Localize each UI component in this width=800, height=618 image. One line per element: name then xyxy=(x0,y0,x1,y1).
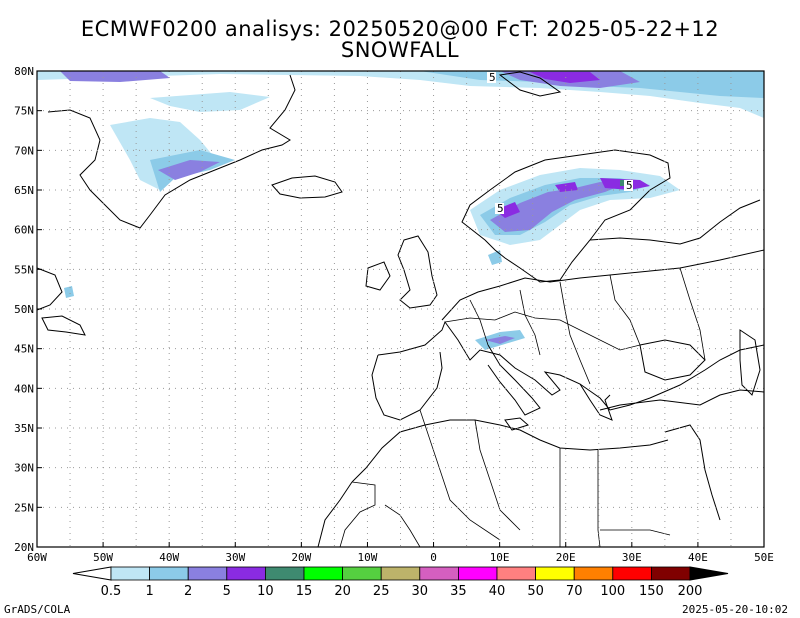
colorbar-label: 1 xyxy=(145,584,153,599)
latitude-label: 35N xyxy=(14,422,34,435)
colorbar-label: 0.5 xyxy=(101,584,122,599)
colorbar-swatch xyxy=(226,566,266,581)
colorbar-label: 20 xyxy=(334,584,351,599)
longitude-labels: 60W 50W 40W 30W 20W 10W 0 10E 20E 30E 40E 50E xyxy=(27,542,774,564)
longitude-label: 60W xyxy=(27,551,47,564)
colorbar: 0.5 1 2 5 10 15 20 25 30 35 40 50 70 100 150 200 xyxy=(72,566,729,599)
colorbar-swatch xyxy=(419,566,459,581)
latitude-label: 30N xyxy=(14,462,34,475)
latitude-labels: 80N 75N 70N 65N 60N 55N 50N 45N 40N 35N 30N 25N 20N xyxy=(14,65,42,554)
colorbar-swatch xyxy=(535,566,575,581)
colorbar-label: 100 xyxy=(600,584,625,599)
colorbar-label: 2 xyxy=(184,584,192,599)
colorbar-swatch xyxy=(342,566,382,581)
colorbar-label: 35 xyxy=(450,584,467,599)
colorbar-swatch xyxy=(651,566,691,581)
colorbar-under-arrow xyxy=(72,566,112,581)
longitude-label: 30E xyxy=(622,551,642,564)
colorbar-label: 30 xyxy=(412,584,429,599)
latitude-label: 25N xyxy=(14,501,34,514)
colorbar-swatch xyxy=(380,566,421,581)
snowfall-shading xyxy=(37,71,764,350)
colorbar-swatch xyxy=(457,566,498,581)
colorbar-swatch xyxy=(110,566,150,581)
colorbar-label: 25 xyxy=(373,584,390,599)
longitude-label: 20E xyxy=(556,551,576,564)
longitude-label: 30W xyxy=(225,551,245,564)
map-subtitle: SNOWFALL xyxy=(340,38,460,62)
map-grid xyxy=(37,71,764,547)
longitude-label: 0 xyxy=(430,551,437,564)
latitude-label: 20N xyxy=(14,541,34,554)
map-title: ECMWF0200 analisys: 20250520@00 FcT: 202… xyxy=(80,17,720,41)
contour-label: 5 xyxy=(489,71,496,84)
latitude-label: 60N xyxy=(14,224,34,237)
colorbar-swatch xyxy=(149,566,189,581)
contour-label: 5 xyxy=(626,179,633,192)
latitude-label: 45N xyxy=(14,343,34,356)
colorbar-label: 10 xyxy=(257,584,274,599)
latitude-label: 65N xyxy=(14,184,34,197)
footer-left: GrADS/COLA xyxy=(4,603,71,616)
contour-label: 5 xyxy=(497,202,504,215)
longitude-label: 10E xyxy=(490,551,510,564)
colorbar-label: 15 xyxy=(296,584,313,599)
latitude-label: 70N xyxy=(14,144,34,157)
country-borders xyxy=(339,267,706,548)
colorbar-swatch xyxy=(264,566,305,581)
footer-right: 2025-05-20-10:02 xyxy=(682,603,788,616)
latitude-label: 55N xyxy=(14,263,34,276)
colorbar-label: 200 xyxy=(678,584,703,599)
longitude-label: 40E xyxy=(688,551,708,564)
latitude-label: 40N xyxy=(14,382,34,395)
latitude-label: 75N xyxy=(14,105,34,118)
contour-labels: 5 5 5 xyxy=(487,71,633,215)
colorbar-over-arrow xyxy=(689,566,729,581)
colorbar-label: 150 xyxy=(639,584,664,599)
longitude-label: 40W xyxy=(159,551,179,564)
longitude-label: 50E xyxy=(754,551,774,564)
colorbar-label: 5 xyxy=(223,584,231,599)
latitude-label: 50N xyxy=(14,303,34,316)
longitude-label: 50W xyxy=(93,551,113,564)
latitude-label: 80N xyxy=(14,65,34,78)
map-area: 5 5 5 xyxy=(36,70,765,548)
colorbar-label: 40 xyxy=(489,584,506,599)
colorbar-swatch xyxy=(573,566,614,581)
colorbar-swatch xyxy=(187,566,228,581)
longitude-label: 20W xyxy=(291,551,311,564)
colorbar-swatch xyxy=(612,566,652,581)
colorbar-label: 50 xyxy=(527,584,544,599)
longitude-label: 10W xyxy=(358,551,378,564)
colorbar-label: 70 xyxy=(566,584,583,599)
colorbar-swatch xyxy=(303,566,343,581)
colorbar-swatch xyxy=(496,566,536,581)
